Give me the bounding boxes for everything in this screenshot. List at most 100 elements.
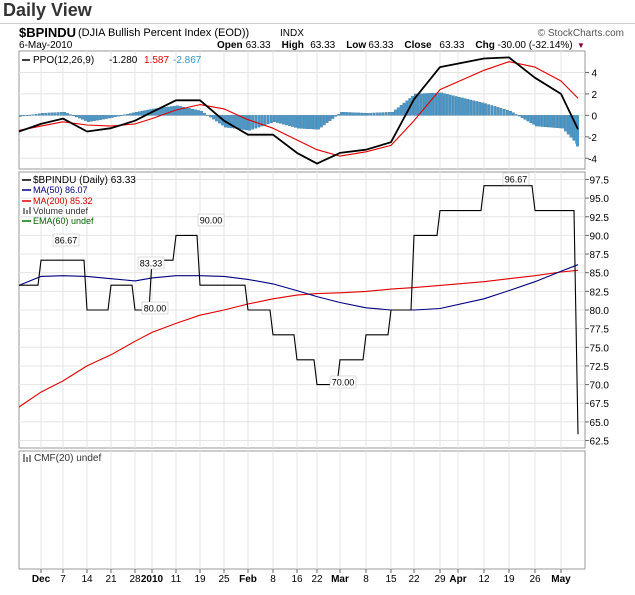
ppo-histogram-bar — [535, 115, 538, 127]
ppo-histogram-bar — [496, 107, 500, 116]
ppo-histogram-bar — [523, 115, 527, 120]
price-ytick-label: 77.5 — [590, 325, 610, 336]
ppo-histogram-bar — [502, 109, 506, 116]
ppo-histogram-bar — [34, 113, 38, 116]
ppo-histogram-bar — [558, 115, 561, 129]
ppo-histogram-bar — [317, 115, 320, 130]
ppo-histogram-bar — [357, 112, 361, 116]
ppo-histogram-bar — [291, 115, 294, 127]
ppo-histogram-bar — [552, 115, 556, 128]
quote-date: 6-May-2010 — [19, 40, 73, 51]
quote-label: Close — [404, 40, 432, 51]
ppo-histogram-bar — [78, 115, 81, 119]
ppo-histogram-bar — [41, 113, 44, 116]
ppo-histogram-bar — [475, 101, 479, 116]
ppo-histogram-bar — [297, 115, 300, 129]
watermark: © StockCharts.com — [538, 28, 624, 39]
ppo-histogram-bar — [257, 115, 261, 128]
signal-legend-value: 1.587 — [144, 55, 169, 66]
ppo-legend-name: PPO(12,26,9) — [33, 55, 94, 66]
x-tick-label: 21 — [105, 574, 117, 585]
ppo-histogram-bar — [348, 112, 352, 116]
x-tick-label: 2010 — [141, 574, 164, 585]
price-ytick-label: 90.0 — [590, 231, 610, 242]
x-tick-label: 25 — [218, 574, 230, 585]
ppo-histogram-bar — [493, 106, 497, 116]
ppo-histogram-bar — [203, 112, 206, 116]
ppo-histogram-bar — [93, 115, 96, 121]
volume-legend: Volume undef — [33, 206, 89, 216]
ppo-histogram-bar — [576, 115, 579, 147]
quote-value: 63.33 — [310, 40, 335, 51]
ppo-histogram-bar — [38, 113, 41, 116]
ppo-histogram-bar — [499, 108, 503, 116]
ppo-histogram-bar — [263, 115, 267, 126]
ppo-histogram-bar — [137, 111, 141, 116]
ppo-ytick-label: -4 — [588, 154, 597, 165]
x-tick-label: 22 — [311, 574, 323, 585]
ppo-histogram-bar — [506, 109, 509, 116]
ppo-histogram-bar — [378, 112, 382, 116]
x-tick-label: 22 — [408, 574, 420, 585]
ppo-histogram-bar — [549, 115, 553, 128]
ppo-histogram-bar — [563, 115, 567, 132]
ppo-histogram-bar — [90, 115, 93, 122]
ppo-histogram-bar — [273, 115, 276, 122]
ppo-histogram-bar — [102, 115, 105, 120]
cmf-panel: CMF(20) undef — [18, 450, 586, 570]
ppo-histogram-bar — [182, 106, 185, 116]
ppo-histogram-bar — [331, 115, 335, 119]
ppo-histogram-bar — [108, 115, 111, 119]
ppo-histogram-bar — [345, 112, 349, 116]
x-tick-label: 29 — [434, 574, 446, 585]
quote-value: -30.00 (-32.14%) — [498, 40, 573, 51]
price-annotation-box — [52, 233, 80, 247]
price-ytick-label: 92.5 — [590, 213, 610, 224]
price-legend: $BPINDU (Daily) 63.33 — [33, 175, 136, 186]
ppo-histogram-bar — [417, 93, 420, 116]
ppo-histogram-bar — [179, 106, 182, 116]
price-annotation-box — [141, 301, 169, 315]
x-tick-label: 11 — [171, 574, 182, 585]
price-annotation-box — [502, 172, 530, 186]
ppo-histogram-bar — [308, 115, 312, 129]
ppo-histogram-bar — [50, 112, 54, 116]
x-tick-label: 15 — [385, 574, 397, 585]
ppo-histogram-bar — [325, 115, 329, 124]
x-tick-label: 28 — [129, 574, 141, 585]
cmf-icon — [23, 454, 31, 462]
ppo-histogram-bar — [509, 110, 512, 116]
ppo-histogram-bar — [490, 105, 494, 116]
ppo-histogram-bar — [434, 92, 438, 116]
ppo-histogram-bar — [305, 115, 309, 129]
ppo-histogram-bar — [167, 106, 170, 116]
ppo-histogram-bar — [197, 110, 200, 116]
ppo-histogram-bar — [126, 114, 129, 116]
ppo-histogram-bar — [230, 115, 233, 129]
ppo-histogram-bar — [532, 115, 535, 125]
ppo-histogram-bar — [63, 111, 66, 116]
price-annotation-box — [329, 375, 357, 389]
ppo-histogram-bar — [381, 112, 385, 116]
ppo-histogram-bar — [129, 113, 132, 116]
ppo-histogram-bar — [191, 108, 194, 116]
ma50-legend: MA(50) 86.07 — [33, 185, 88, 195]
ppo-histogram-bar — [215, 115, 218, 122]
price-annotation: 86.67 — [55, 236, 78, 246]
price-annotation: 80.00 — [144, 304, 167, 314]
index-name: (DJIA Bullish Percent Index (EOD)) — [78, 27, 249, 39]
ppo-histogram-bar — [212, 115, 215, 120]
quote-label: Open — [217, 40, 243, 51]
ppo-histogram-bar — [540, 115, 544, 127]
ppo-histogram-bar — [526, 115, 530, 122]
ppo-histogram-bar — [96, 115, 99, 121]
ppo-histogram-bar — [31, 114, 35, 116]
ppo-histogram-bar — [320, 115, 323, 128]
ppo-histogram-bar — [276, 115, 279, 123]
ppo-histogram-bar — [414, 93, 417, 116]
ppo-histogram-bar — [285, 115, 288, 126]
title-divider — [0, 23, 635, 24]
price-ytick-label: 80.0 — [590, 306, 610, 317]
ppo-histogram-bar — [294, 115, 297, 128]
